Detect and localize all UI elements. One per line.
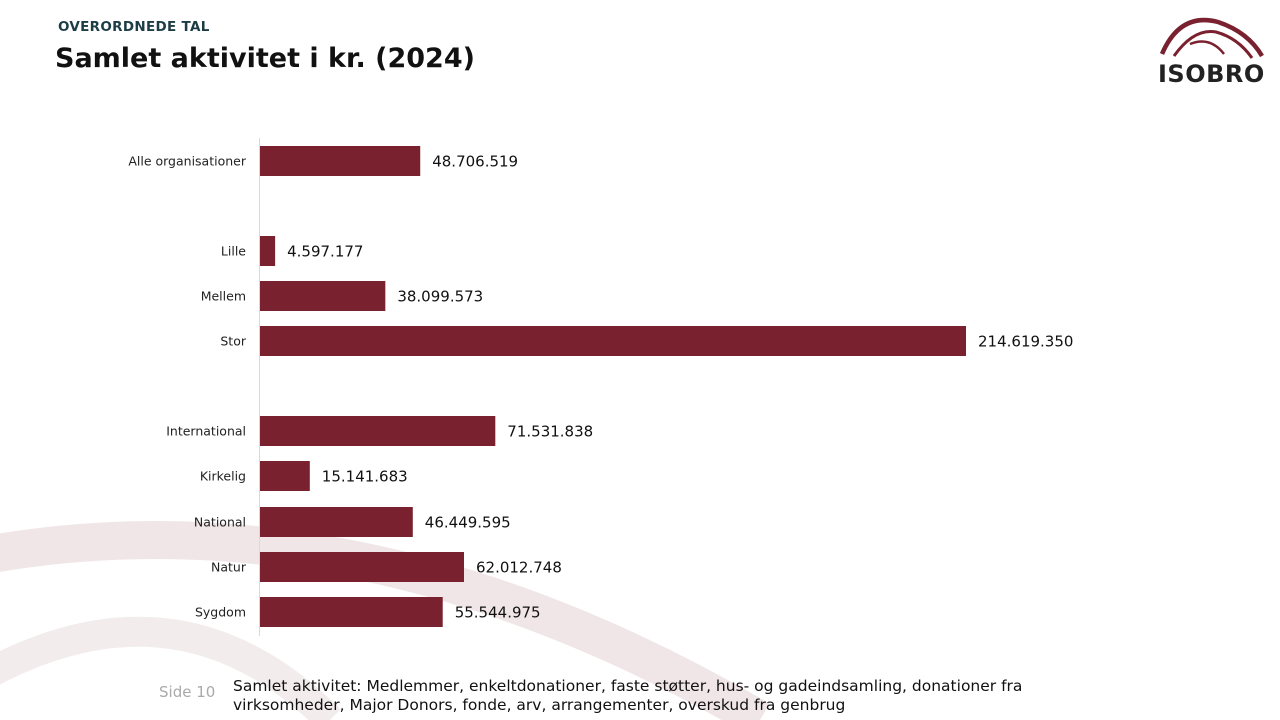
bar [260,236,276,266]
category-label: Lille [221,244,246,259]
bar [260,416,496,446]
category-label: Alle organisationer [128,154,247,169]
bar [260,461,310,491]
data-label: 55.544.975 [455,604,541,622]
section-label: OVERORDNEDE TAL [58,19,210,35]
category-label: International [166,424,246,439]
bar [260,326,966,356]
data-label: 62.012.748 [476,559,562,577]
data-label: 46.449.595 [425,514,511,532]
category-label: Stor [220,334,246,349]
footnote: Samlet aktivitet: Medlemmer, enkeltdonat… [233,677,1023,714]
data-label: 214.619.350 [978,333,1073,351]
data-label: 15.141.683 [322,468,408,486]
isobro-logo-icon [1159,17,1264,59]
data-label: 71.531.838 [507,423,593,441]
page-number: Side 10 [159,683,216,701]
page-title: Samlet aktivitet i kr. (2024) [55,43,475,74]
category-label: Sygdom [195,605,246,620]
category-label: Kirkelig [200,469,246,484]
logo-text: ISOBRO [1158,60,1265,88]
bar [260,146,421,176]
category-label: National [194,515,246,530]
data-label: 38.099.573 [397,288,483,306]
category-label: Natur [211,560,247,575]
data-label: 4.597.177 [287,243,363,261]
data-label: 48.706.519 [432,153,518,171]
bar [260,597,443,627]
bar [260,507,413,537]
bar [260,552,464,582]
bar [260,281,386,311]
category-label: Mellem [201,289,246,304]
